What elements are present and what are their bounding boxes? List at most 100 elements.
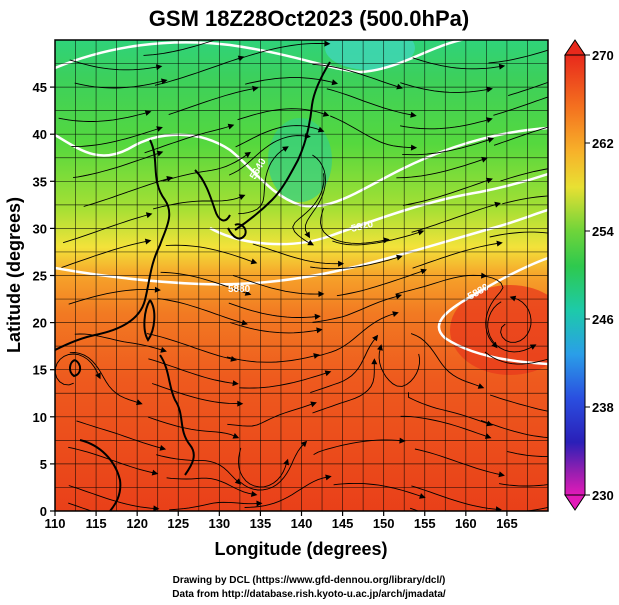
streamline-arrow bbox=[324, 370, 332, 377]
streamline bbox=[83, 177, 170, 207]
streamline-arrow bbox=[244, 290, 252, 296]
y-tick-label: 35 bbox=[33, 174, 47, 189]
streamline bbox=[68, 288, 157, 305]
x-tick-label: 110 bbox=[45, 516, 66, 531]
streamline-arrow bbox=[487, 137, 495, 143]
streamline bbox=[160, 271, 248, 295]
streamline-arrow bbox=[151, 469, 159, 476]
streamline-arrow bbox=[300, 440, 308, 448]
streamline-arrow bbox=[318, 291, 325, 297]
streamline bbox=[400, 119, 490, 130]
streamline bbox=[69, 59, 159, 71]
streamline bbox=[228, 135, 307, 176]
streamline bbox=[55, 353, 100, 386]
streamline bbox=[320, 208, 386, 244]
streamline-arrow bbox=[136, 399, 143, 406]
streamline bbox=[402, 179, 490, 206]
streamline bbox=[169, 501, 259, 511]
streamline bbox=[162, 153, 248, 182]
y-tick-label: 30 bbox=[33, 221, 47, 236]
streamline bbox=[487, 301, 534, 353]
streamline bbox=[227, 403, 314, 427]
streamline-arrow bbox=[144, 238, 152, 245]
streamline bbox=[333, 482, 423, 498]
streamline-arrow bbox=[410, 111, 417, 118]
streamline-arrow bbox=[486, 117, 493, 123]
streamline-arrow bbox=[498, 471, 505, 478]
streamline bbox=[154, 57, 241, 86]
streamline bbox=[238, 147, 286, 215]
x-tick-label: 150 bbox=[373, 516, 395, 531]
streamline bbox=[411, 203, 498, 233]
streamline bbox=[235, 125, 321, 148]
streamline-arrow bbox=[395, 293, 402, 300]
streamline bbox=[148, 358, 235, 384]
colorbar-ticks: 270 262 254 246 238 230 bbox=[585, 48, 614, 503]
streamline bbox=[396, 158, 485, 179]
streamline-arrow bbox=[486, 86, 493, 93]
y-tick-label: 45 bbox=[33, 80, 47, 95]
streamline bbox=[408, 392, 490, 425]
streamline-arrow bbox=[310, 401, 317, 408]
streamline-arrow bbox=[372, 334, 379, 342]
streamline bbox=[157, 298, 245, 324]
streamline-arrow bbox=[477, 383, 485, 389]
x-axis-ticks: 110 115 120 125 130 135 140 145 150 155 160 165 bbox=[45, 511, 518, 531]
x-tick-label: 145 bbox=[332, 516, 354, 531]
coastline-china bbox=[55, 139, 171, 351]
coastline-korea bbox=[194, 169, 231, 222]
streamline bbox=[69, 352, 140, 404]
streamline bbox=[489, 394, 548, 412]
streamline bbox=[330, 115, 414, 149]
streamline-arrow bbox=[587, 164, 593, 170]
streamline bbox=[166, 477, 254, 495]
colorbar-tick-label: 238 bbox=[592, 400, 614, 415]
streamline bbox=[412, 242, 499, 269]
streamline bbox=[229, 322, 319, 334]
streamline-arrow bbox=[304, 231, 310, 239]
colorbar-extend-max bbox=[564, 39, 586, 56]
streamline bbox=[482, 275, 504, 346]
streamline bbox=[68, 485, 156, 510]
x-tick-label: 155 bbox=[414, 516, 436, 531]
streamline-arrow bbox=[396, 254, 403, 261]
streamline-arrow bbox=[161, 78, 168, 85]
x-tick-label: 115 bbox=[86, 516, 107, 531]
streamline bbox=[402, 138, 491, 156]
streamline bbox=[312, 362, 375, 414]
streamline-arrow bbox=[338, 260, 345, 267]
streamline bbox=[252, 243, 341, 265]
x-tick-label: 135 bbox=[250, 516, 272, 531]
streamline bbox=[143, 40, 217, 56]
streamline bbox=[410, 333, 481, 388]
y-tick-label: 25 bbox=[33, 269, 47, 284]
colorbar-tick-label: 270 bbox=[592, 48, 614, 63]
streamline-arrow bbox=[324, 40, 331, 47]
contour-label-1: 5880 bbox=[228, 284, 251, 295]
credit-line-1: Drawing by DCL (https://www.gfd-dennou.o… bbox=[173, 575, 446, 586]
streamline-arrow bbox=[244, 151, 251, 158]
streamline bbox=[378, 347, 421, 387]
contour-label-2: 5820 bbox=[350, 219, 375, 235]
streamline bbox=[292, 173, 325, 244]
streamline bbox=[68, 502, 93, 511]
streamline bbox=[484, 351, 548, 365]
streamline bbox=[304, 154, 326, 236]
contour-5820-a bbox=[55, 126, 548, 208]
streamline-arrow bbox=[529, 344, 537, 350]
streamline-arrow bbox=[313, 353, 320, 359]
streamline-arrow bbox=[250, 258, 258, 265]
colorbar-extend-min bbox=[564, 494, 586, 511]
y-tick-label: 15 bbox=[33, 363, 47, 378]
streamline bbox=[499, 483, 548, 487]
streamline bbox=[310, 256, 400, 270]
streamline-arrow bbox=[307, 239, 314, 246]
streamline-arrow bbox=[237, 400, 244, 407]
coastline-philippines bbox=[159, 354, 195, 476]
streamline bbox=[239, 443, 305, 491]
streamline bbox=[238, 447, 288, 488]
colorbar-body bbox=[564, 54, 586, 496]
coastline-taiwan bbox=[143, 299, 156, 342]
streamline-arrow bbox=[486, 177, 493, 184]
